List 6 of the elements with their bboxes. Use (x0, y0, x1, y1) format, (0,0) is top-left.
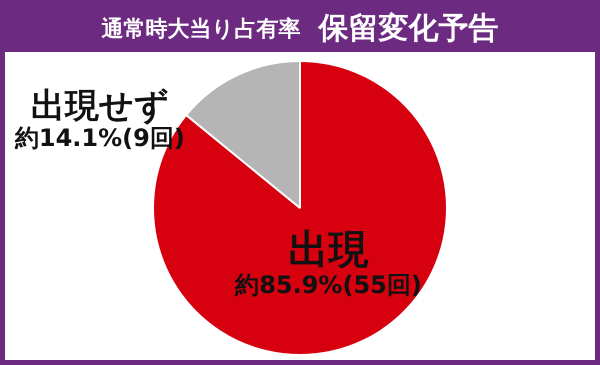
slice-label: 出現 (288, 227, 370, 274)
chart-title: 通常時大当り占有率 (102, 16, 300, 44)
chart-subtitle: 保留変化予告 (318, 10, 498, 48)
data-label: 約85.9%(55回) (234, 271, 423, 300)
slice-label: 出現せず (30, 86, 170, 126)
data-label: 約14.1%(9回) (14, 124, 186, 152)
